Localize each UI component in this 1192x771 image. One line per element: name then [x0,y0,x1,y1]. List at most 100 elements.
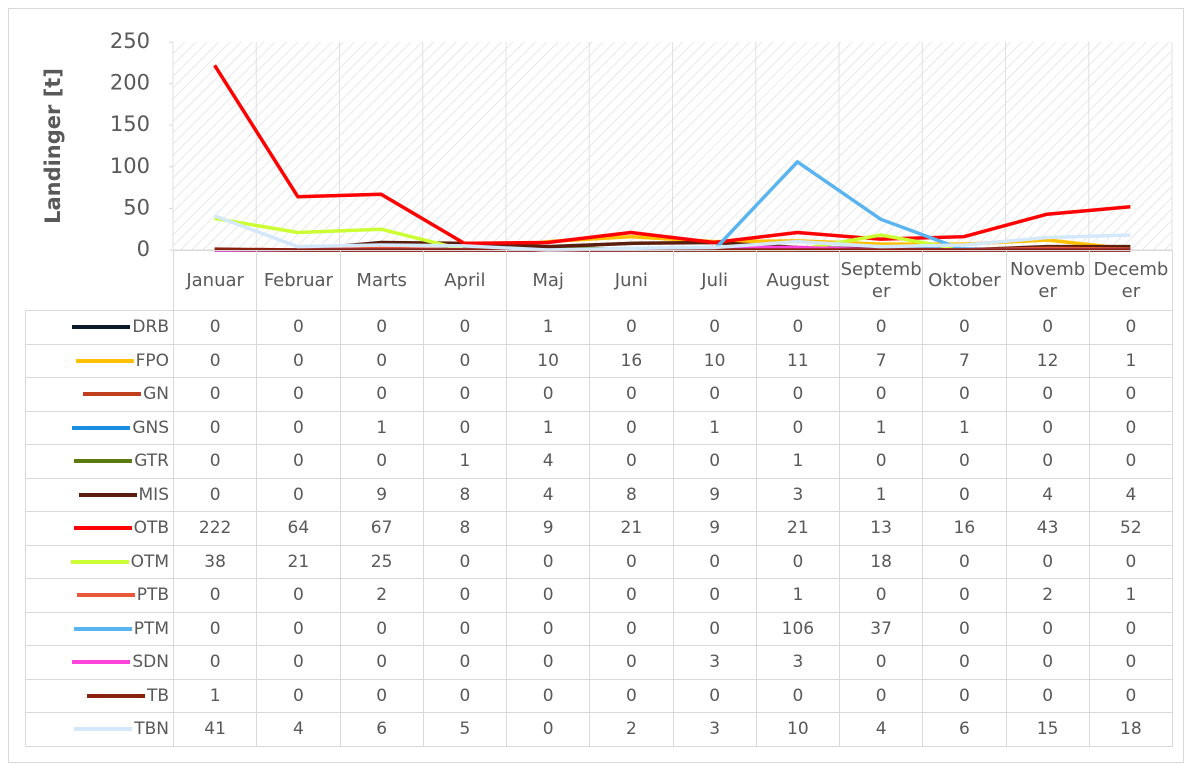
x-tick-label: Juni [589,250,674,311]
legend-entry: OTM [25,544,174,579]
legend-entry: MIS [25,477,174,512]
table-value: 8 [589,477,674,512]
legend-key [72,660,131,665]
table-value: 21 [589,511,674,546]
table-value: 25 [339,544,424,579]
y-tick-label: 0 [137,237,150,261]
table-value: 0 [339,444,424,479]
table-value: 43 [1005,511,1090,546]
legend-entry: SDN [25,645,174,680]
table-value: 0 [922,310,1007,345]
legend-key [75,358,134,363]
table-value: 0 [256,678,341,713]
table-value: 0 [172,377,258,412]
table-value: 1 [422,444,508,479]
table-value: 15 [1005,712,1090,747]
series-row: SDN 0 0 0 0 0 0 3 3 0 0 0 0 [25,645,1174,680]
legend-label: TBN [134,719,169,740]
table-value: 0 [172,410,258,445]
table-value: 0 [339,645,424,680]
table-value: 0 [256,410,341,445]
table-value: 21 [755,511,841,546]
table-value: 7 [838,343,924,378]
table-value: 0 [838,645,924,680]
table-value: 0 [922,578,1007,613]
table-value: 0 [1088,444,1174,479]
legend-entry: GNS [25,410,174,445]
table-value: 5 [422,712,508,747]
table-value: 4 [505,444,591,479]
table-value: 8 [422,477,508,512]
table-value: 0 [922,477,1007,512]
table-value: 0 [1088,310,1174,345]
series-line [214,214,1131,252]
table-value: 0 [172,310,258,345]
table-value: 1 [172,678,258,713]
table-value: 12 [1005,343,1090,378]
x-tick-label: August [755,250,841,311]
table-value: 106 [755,611,841,646]
table-value: 0 [755,410,841,445]
table-value: 0 [589,678,674,713]
legend-entry: GTR [25,444,174,479]
table-value: 0 [589,544,674,579]
series-row: PTB 0 0 2 0 0 0 0 1 0 0 2 1 [25,578,1174,613]
table-value: 9 [672,511,757,546]
table-value: 0 [922,611,1007,646]
table-value: 0 [1005,444,1090,479]
table-value: 10 [505,343,591,378]
table-value: 0 [1088,611,1174,646]
table-value: 222 [172,511,258,546]
table-value: 67 [339,511,424,546]
series-row: FPO 0 0 0 0 10 16 10 11 7 7 12 1 [25,343,1174,378]
table-value: 0 [256,611,341,646]
table-value: 0 [1005,544,1090,579]
table-value: 0 [339,678,424,713]
table-value: 1 [672,410,757,445]
table-value: 4 [505,477,591,512]
y-tick-label: 50 [123,195,150,219]
table-value: 1 [755,444,841,479]
table-value: 1 [505,310,591,345]
legend-label: GNS [132,417,169,438]
table-value: 0 [505,712,591,747]
table-value: 1 [838,477,924,512]
legend-label: FPO [135,350,169,371]
table-value: 1 [1088,343,1174,378]
table-value: 0 [505,645,591,680]
table-value: 18 [838,544,924,579]
table-value: 0 [838,578,924,613]
table-value: 0 [1088,377,1174,412]
data-table: Januar Februar Marts April Maj Juni Juli August… [25,250,1174,747]
series-row: GTR 0 0 0 1 4 0 0 1 0 0 0 0 [25,444,1174,479]
y-tick-label: 250 [110,29,150,53]
legend-key [74,459,133,464]
table-value: 0 [422,645,508,680]
series-row: TB 1 0 0 0 0 0 0 0 0 0 0 0 [25,678,1174,713]
table-value: 0 [838,310,924,345]
series-row: GNS 0 0 1 0 1 0 1 0 1 1 0 0 [25,410,1174,445]
table-value: 0 [672,544,757,579]
table-value: 0 [589,645,674,680]
table-value: 0 [422,678,508,713]
table-value: 0 [339,343,424,378]
legend-label: DRB [132,317,169,338]
x-tick-label: Juli [672,250,757,311]
table-value: 0 [672,310,757,345]
table-value: 0 [422,578,508,613]
table-value: 0 [922,544,1007,579]
table-value: 0 [505,377,591,412]
table-value: 10 [755,712,841,747]
table-value: 1 [1088,578,1174,613]
table-value: 2 [1005,578,1090,613]
table-value: 0 [589,444,674,479]
table-value: 0 [1005,310,1090,345]
table-value: 0 [422,377,508,412]
legend-entry: DRB [25,310,174,345]
table-value: 3 [755,645,841,680]
legend-entry: GN [25,377,174,412]
legend-label: PTB [136,585,169,606]
legend-entry: PTB [25,578,174,613]
y-axis-title: Landinger [t] [41,68,65,224]
